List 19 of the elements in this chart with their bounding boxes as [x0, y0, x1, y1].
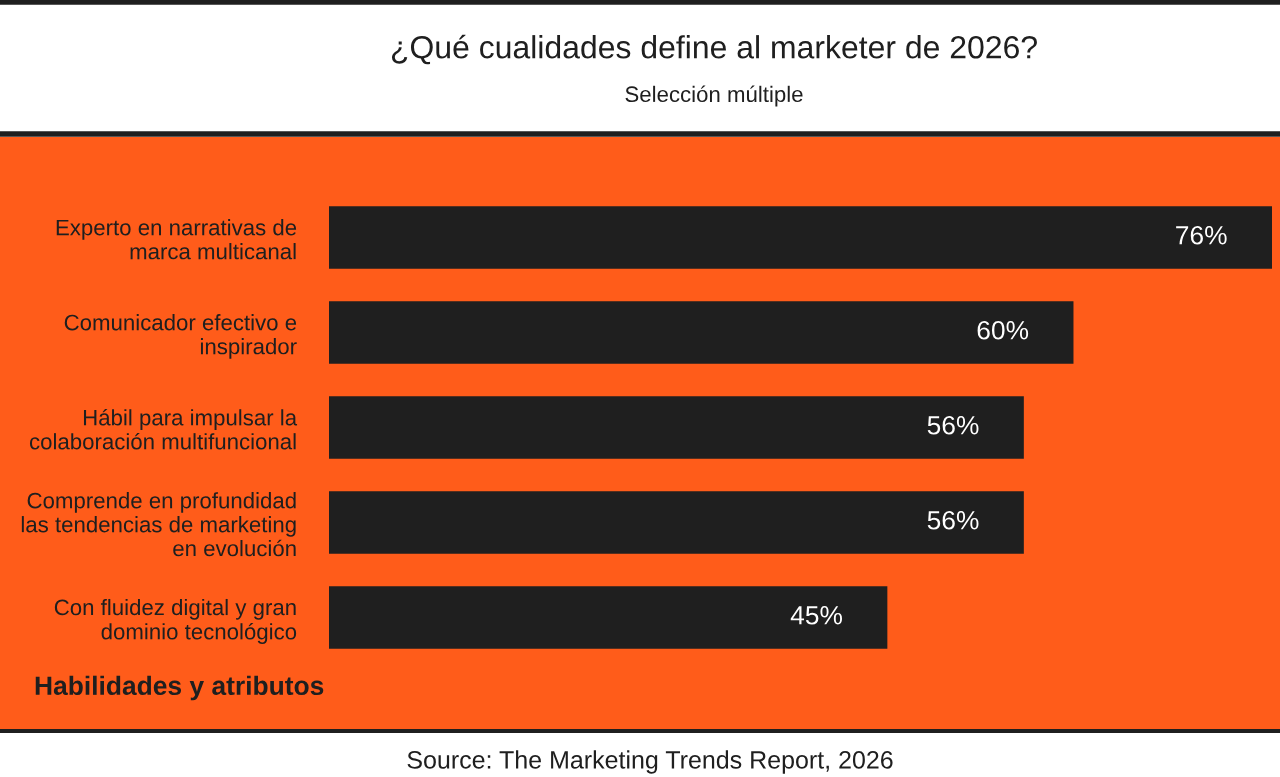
y-tick-label: Con fluidez digital y gran dominio tecnológico [54, 598, 297, 644]
y-tick-label: Hábil para impulsar la colaboración multifuncional [29, 408, 298, 450]
data-label: 56% [927, 415, 979, 435]
text: Habilidades y atributos [35, 675, 324, 701]
data-label: 56% [927, 510, 979, 530]
y-tick-label: Experto en narrativas de marca multicanal [56, 219, 297, 260]
source-note: Source: The Marketing Trends Report, 2026 [407, 750, 893, 774]
chart-subtitle: Selección múltiple [625, 85, 803, 107]
y-tick-label: Comprende en profundidad las tendencias de marketing en evolución [21, 492, 296, 557]
bar [329, 491, 1024, 554]
bar [329, 586, 888, 649]
data-label: 45% [790, 606, 843, 625]
chart-title: ¿Qué cualidades define al marketer de 2026? [391, 34, 1037, 65]
y-tick-label: Comunicador efectivo e inspirador [64, 314, 297, 359]
bar [329, 301, 1074, 364]
data-label: 60% [977, 320, 1029, 340]
bar [329, 396, 1024, 459]
data-label: 76% [1176, 225, 1227, 245]
bar [329, 206, 1272, 269]
